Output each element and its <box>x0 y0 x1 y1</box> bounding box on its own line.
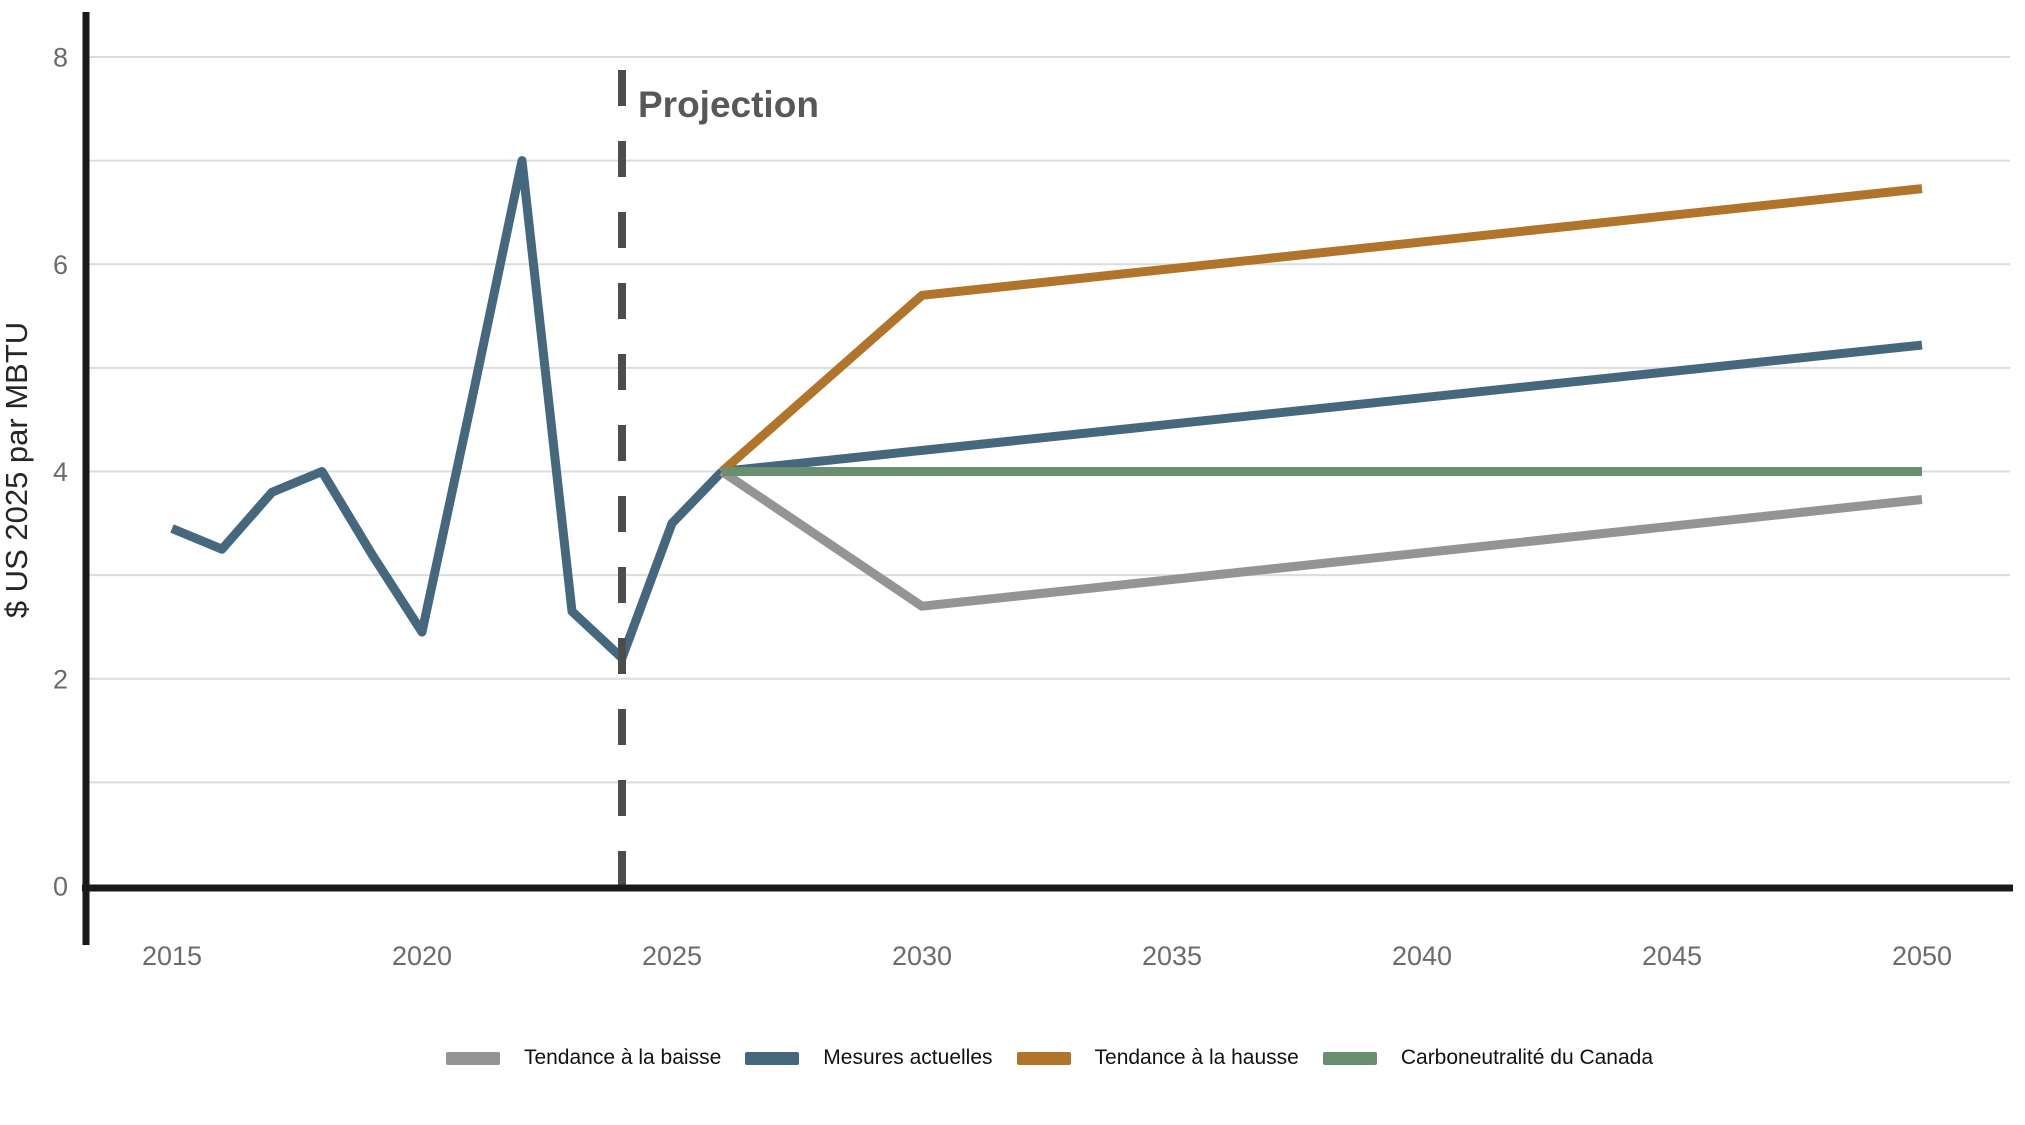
legend-swatch <box>745 1051 800 1065</box>
legend-item-1[interactable]: Tendance à la baisse <box>445 1046 722 1070</box>
x-tick-label: 2040 <box>1392 941 1452 971</box>
legend-label: Carboneutralité du Canada <box>1400 1046 1654 1069</box>
x-tick-label: 2025 <box>642 941 702 971</box>
legend: Tendance à la baisse Mesures actuelles Ten… <box>86 1046 2013 1070</box>
x-tick-label: 2035 <box>1142 941 1202 971</box>
legend-label: Tendance à la hausse <box>1094 1046 1299 1069</box>
series-line-tendance-a-la-hausse <box>719 184 1923 475</box>
legend-swatch <box>1016 1051 1071 1065</box>
gridlines <box>86 56 2010 784</box>
legend-swatch <box>1322 1051 1377 1065</box>
y-tick-labels: 0 2 4 6 8 <box>53 43 68 902</box>
y-tick-label: 8 <box>53 43 68 73</box>
y-tick-label: 2 <box>53 664 68 694</box>
historical-line <box>170 156 726 663</box>
legend-item-2[interactable]: Mesures actuelles <box>745 1046 993 1070</box>
legend-swatch <box>445 1051 500 1065</box>
y-tick-label: 0 <box>53 872 68 902</box>
legend-label: Tendance à la baisse <box>523 1046 722 1069</box>
legend-item-4[interactable]: Carboneutralité du Canada <box>1322 1046 1654 1070</box>
y-axis-title: $ US 2025 par MBTU <box>0 322 34 618</box>
y-tick-label: 6 <box>53 250 68 280</box>
series-lines <box>170 156 1923 663</box>
x-tick-label: 2045 <box>1642 941 1702 971</box>
series-line-mesures-actuelles <box>721 340 1923 476</box>
legend-item-3[interactable]: Tendance à la hausse <box>1016 1046 1299 1070</box>
projection-label: Projection <box>638 84 819 125</box>
x-tick-labels: 2015 2020 2025 2030 2035 2040 2045 2050 <box>142 941 1952 971</box>
x-tick-label: 2030 <box>892 941 952 971</box>
series-line-tendance-a-la-baisse <box>719 467 1923 611</box>
x-tick-label: 2015 <box>142 941 202 971</box>
legend-label: Mesures actuelles <box>823 1046 993 1069</box>
axes <box>82 12 2013 945</box>
y-tick-label: 4 <box>53 457 68 487</box>
x-tick-label: 2050 <box>1892 941 1952 971</box>
x-tick-label: 2020 <box>392 941 452 971</box>
